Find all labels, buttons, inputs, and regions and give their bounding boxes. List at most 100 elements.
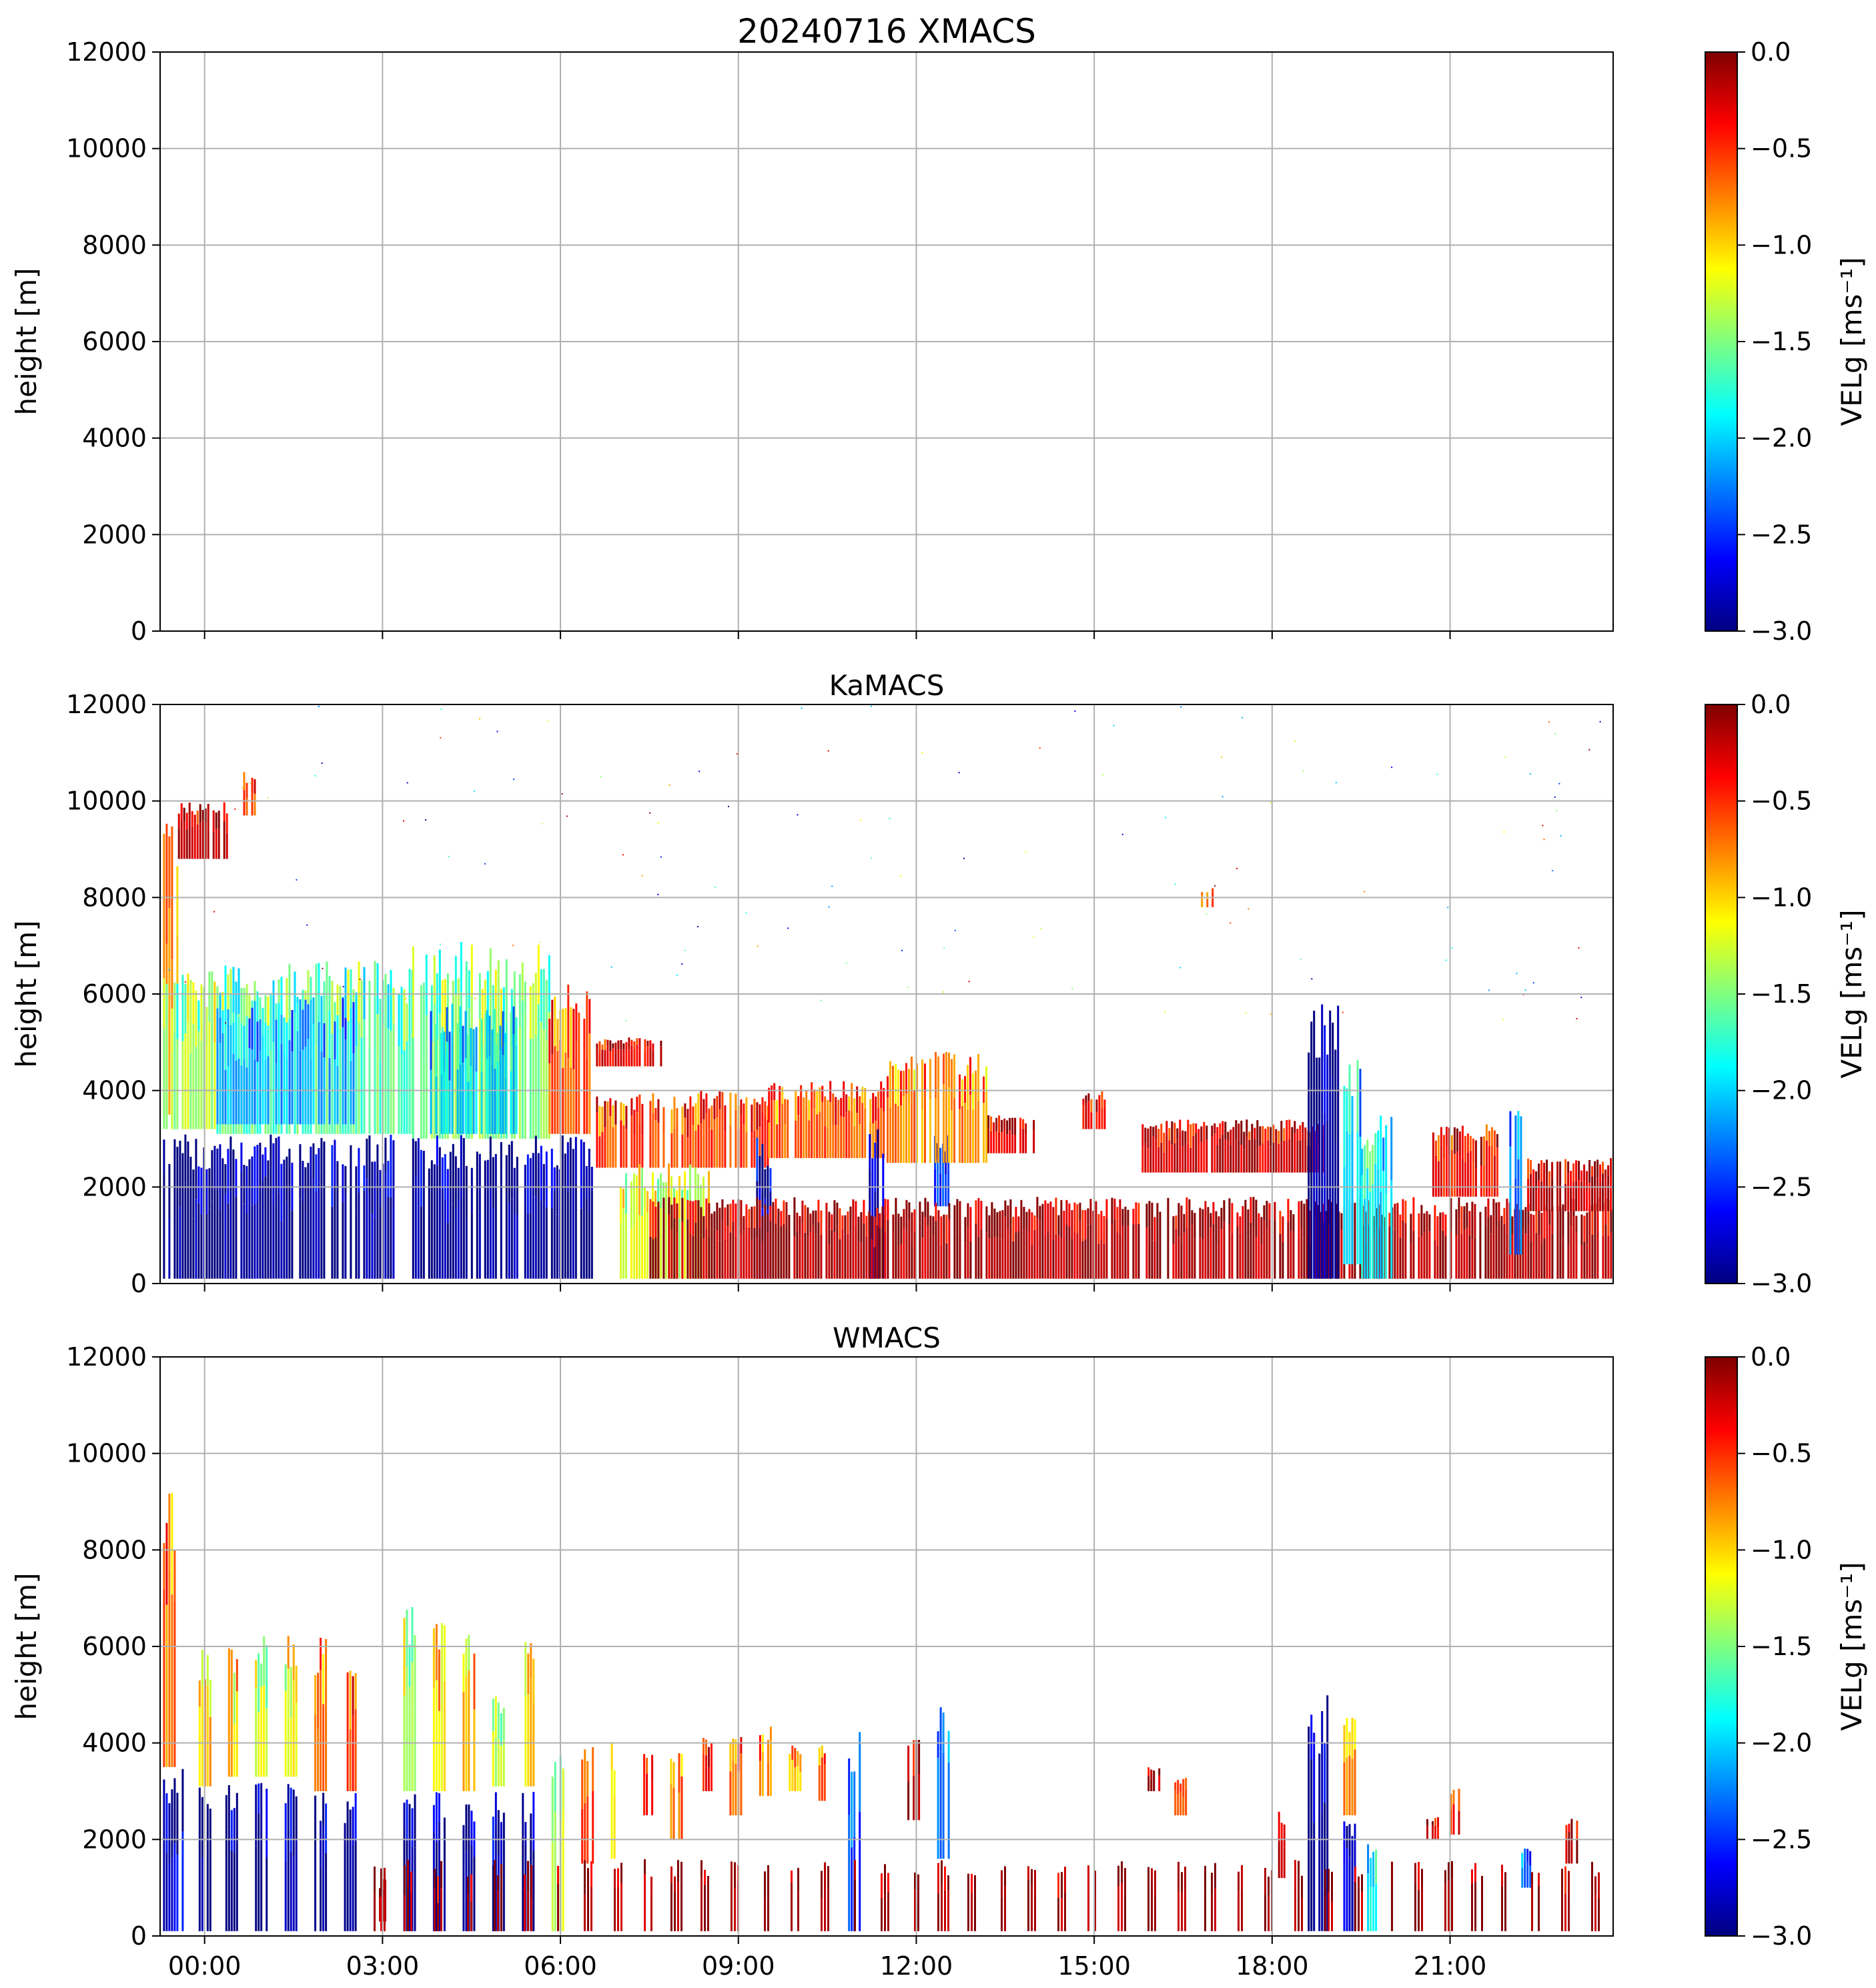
kamacs-echo-cell xyxy=(1263,1220,1266,1279)
kamacs-echo-cell xyxy=(808,1120,811,1158)
kamacs-echo-cell xyxy=(1442,1230,1444,1279)
kamacs-echo-cell xyxy=(1242,1205,1244,1231)
kamacs-echo-cell xyxy=(342,1027,344,1125)
kamacs-noise-dot xyxy=(1033,936,1035,938)
wmacs-echo-cell xyxy=(527,1694,530,1787)
kamacs-echo-cell xyxy=(929,1059,931,1099)
wmacs-echo-cell xyxy=(314,1714,317,1791)
kamacs-echo-cell xyxy=(1255,1199,1258,1237)
kamacs-echo-cell xyxy=(496,1033,499,1062)
kamacs-echo-cell xyxy=(376,1206,379,1279)
kamacs-echo-cell xyxy=(1068,1203,1071,1227)
wmacs-echo-cell xyxy=(352,1845,354,1931)
kamacs-echo-cell xyxy=(751,1206,753,1240)
kamacs-echo-cell xyxy=(1041,1203,1044,1227)
wmacs-echo-cell xyxy=(266,1789,268,1858)
wmacs-echo-cell xyxy=(320,1670,322,1791)
kamacs-echo-cell xyxy=(441,1189,444,1279)
kamacs-echo-cell xyxy=(516,1157,518,1215)
kamacs-echo-cell xyxy=(1192,1135,1195,1173)
kamacs-echo-cell xyxy=(924,1092,926,1163)
kamacs-echo-cell xyxy=(1184,1143,1187,1173)
kamacs-echo-cell xyxy=(1286,1141,1288,1173)
kamacs-echo-cell xyxy=(724,1105,727,1132)
kamacs-echo-cell xyxy=(484,1197,486,1279)
wmacs-echo-cell xyxy=(586,1797,589,1864)
kamacs-echo-cell xyxy=(1267,1126,1270,1141)
kamacs-echo-cell xyxy=(1011,1117,1014,1135)
kamacs-noise-dot xyxy=(1548,721,1550,723)
kamacs-echo-cell xyxy=(681,1197,684,1222)
kamacs-echo-cell xyxy=(320,1137,323,1172)
kamacs-echo-cell xyxy=(945,1214,948,1244)
wmacs-echo-cell xyxy=(1458,1811,1460,1835)
kamacs-echo-cell xyxy=(430,1069,432,1134)
kamacs-echo-cell xyxy=(243,988,246,1031)
kamacs-echo-cell xyxy=(875,1096,877,1121)
kamacs-echo-cell xyxy=(801,1223,804,1279)
wmacs-echo-cell xyxy=(1354,1719,1356,1750)
kamacs-echo-cell xyxy=(670,1109,673,1133)
kamacs-noise-dot xyxy=(561,793,563,795)
kamacs-echo-cell xyxy=(1583,1181,1586,1211)
kamacs-echo-cell xyxy=(1453,1153,1456,1197)
kamacs-echo-cell xyxy=(216,1041,219,1125)
kamacs-echo-cell xyxy=(937,1226,940,1279)
kamacs-noise-dot xyxy=(1543,839,1545,841)
kamacs-echo-cell xyxy=(863,1199,865,1223)
wmacs-echo-cell xyxy=(789,1761,791,1791)
kamacs-echo-cell xyxy=(649,1237,652,1279)
kamacs-echo-cell xyxy=(205,1214,208,1279)
kamacs-echo-cell xyxy=(873,1247,876,1279)
wmacs-echo-cell xyxy=(255,1688,258,1777)
kamacs-noise-dot xyxy=(318,706,320,708)
kamacs-echo-cell xyxy=(1256,1145,1259,1173)
kamacs-echo-cell xyxy=(1607,1175,1610,1211)
wmacs-echo-region xyxy=(284,1636,298,1777)
kamacs-echo-cell xyxy=(1025,1134,1027,1153)
wmacs-echo-cell xyxy=(411,1662,414,1791)
kamacs-echo-cell xyxy=(1198,1129,1200,1145)
kamacs-echo-cell xyxy=(443,1031,446,1071)
wmacs-echo-cell xyxy=(1174,1790,1177,1816)
kamacs-echo-cell xyxy=(1364,1145,1366,1199)
kamacs-echo-cell xyxy=(302,1201,304,1279)
kamacs-echo-cell xyxy=(183,807,185,822)
kamacs-echo-cell xyxy=(1187,1119,1190,1144)
kamacs-echo-cell xyxy=(227,1203,229,1279)
wmacs-echo-cell xyxy=(462,1825,465,1871)
kamacs-echo-cell xyxy=(248,995,251,1033)
kamacs-echo-cell xyxy=(291,1010,294,1052)
kamacs-echo-cell xyxy=(767,1231,769,1279)
wmacs-echo-cell xyxy=(1326,1695,1329,1771)
xmacs-ytick-label: 2000 xyxy=(82,520,147,549)
kamacs-echo-cell xyxy=(692,1235,694,1279)
wmacs-echo-cell xyxy=(1094,1897,1096,1931)
wmacs-echo-cell xyxy=(942,1753,945,1859)
kamacs-echo-cell xyxy=(844,1215,847,1234)
kamacs-echo-cell xyxy=(254,1146,256,1204)
kamacs-echo-cell xyxy=(1240,1120,1243,1145)
kamacs-echo-cell xyxy=(529,1039,532,1139)
kamacs-echo-cell xyxy=(193,815,196,824)
kamacs-echo-cell xyxy=(1304,1139,1307,1173)
kamacs-echo-cell xyxy=(299,1051,302,1125)
kamacs-echo-cell xyxy=(567,985,570,1058)
kamacs-echo-cell xyxy=(459,1006,462,1065)
kamacs-noise-dot xyxy=(1164,1011,1166,1013)
kamacs-echo-cell xyxy=(307,1220,310,1279)
kamacs-echo-cell xyxy=(879,1213,881,1228)
kamacs-echo-cell xyxy=(1232,1142,1235,1173)
kamacs-echo-cell xyxy=(251,1049,254,1125)
kamacs-echo-cell xyxy=(1337,1005,1340,1088)
kamacs-echo-cell xyxy=(225,833,228,859)
kamacs-echo-cell xyxy=(510,1141,513,1199)
kamacs-echo-cell xyxy=(286,1022,288,1059)
kamacs-echo-cell xyxy=(832,1093,835,1126)
wmacs-echo-region xyxy=(227,1648,238,1777)
kamacs-echo-cell xyxy=(191,811,193,827)
kamacs-echo-cell xyxy=(275,1207,278,1279)
kamacs-echo-cell xyxy=(193,823,196,859)
kamacs-echo-cell xyxy=(379,1061,382,1134)
